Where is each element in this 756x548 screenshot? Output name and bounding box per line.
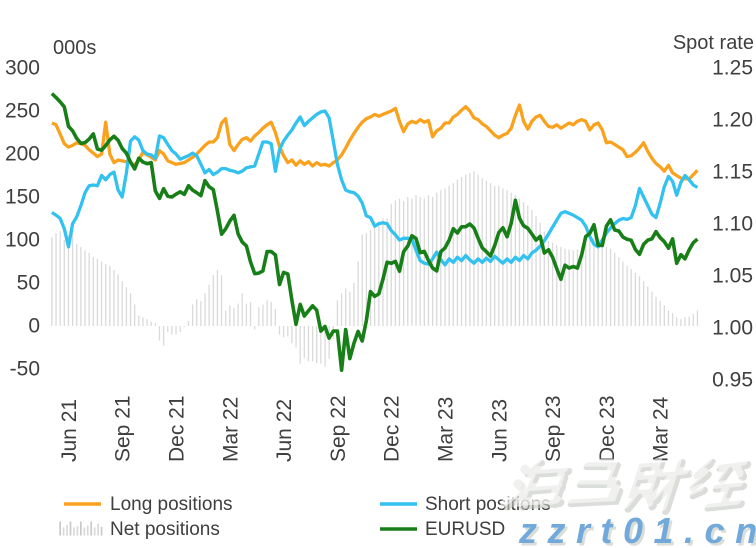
svg-text:zzrt01.cn: zzrt01.cn [518,510,756,548]
svg-text:1.15: 1.15 [712,161,753,184]
svg-text:Dec 22: Dec 22 [381,395,404,462]
svg-text:100: 100 [5,229,40,252]
svg-text:Mar 24: Mar 24 [650,396,673,462]
svg-text:250: 250 [5,100,40,123]
svg-text:Dec 21: Dec 21 [166,395,189,462]
svg-text:Long positions: Long positions [110,494,233,515]
svg-text:Mar 22: Mar 22 [219,397,242,462]
svg-text:1.20: 1.20 [712,109,753,132]
svg-text:1.00: 1.00 [712,317,753,340]
svg-text:Jun 21: Jun 21 [58,399,81,462]
svg-text:-50: -50 [10,358,40,381]
svg-text:Mar 23: Mar 23 [435,397,458,462]
svg-text:200: 200 [5,143,40,166]
svg-text:Jun 23: Jun 23 [488,399,511,462]
svg-text:1.25: 1.25 [712,57,753,80]
svg-text:000s: 000s [53,37,96,59]
svg-text:0: 0 [28,315,40,338]
svg-text:50: 50 [17,272,40,295]
svg-text:300: 300 [5,57,40,80]
svg-text:Sep 22: Sep 22 [327,395,350,462]
svg-text:1.10: 1.10 [712,213,753,236]
svg-text:1.05: 1.05 [712,265,753,288]
svg-text:Sep 23: Sep 23 [542,395,565,462]
svg-text:Dec 23: Dec 23 [596,395,619,462]
svg-text:Spot rate: Spot rate [673,32,754,54]
svg-text:0.95: 0.95 [712,369,753,392]
svg-text:Jun 22: Jun 22 [273,399,296,462]
svg-text:Sep 21: Sep 21 [112,395,135,462]
svg-text:150: 150 [5,186,40,209]
svg-text:zzrt01.cn: zzrt01.cn [521,513,756,548]
svg-text:Net positions: Net positions [110,519,220,540]
svg-text:EURUSD: EURUSD [425,519,505,540]
